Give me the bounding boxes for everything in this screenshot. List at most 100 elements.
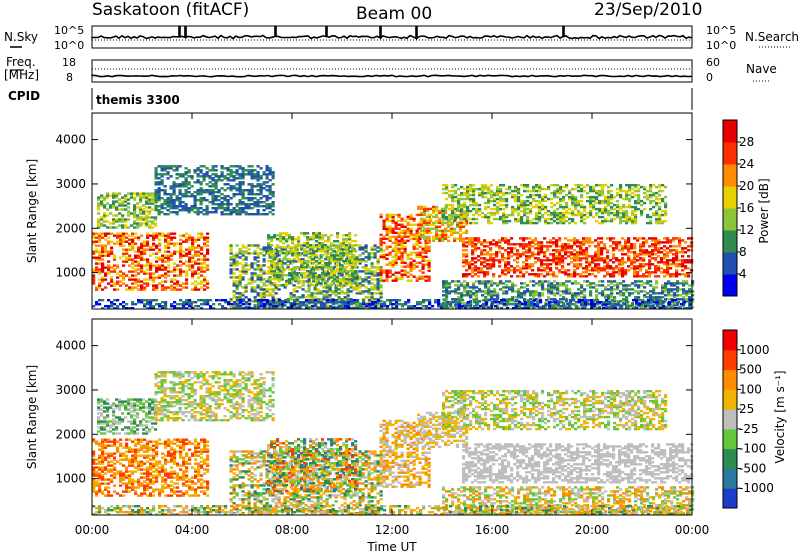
backscatter-cell: [675, 237, 679, 240]
backscatter-cell: [217, 199, 221, 202]
backscatter-cell: [420, 235, 424, 238]
backscatter-cell: [520, 215, 524, 219]
backscatter-cell: [493, 288, 497, 291]
backscatter-cell: [453, 219, 457, 222]
backscatter-cell: [122, 260, 126, 263]
backscatter-cell: [271, 191, 275, 194]
backscatter-cell: [660, 251, 664, 254]
backscatter-cell: [140, 286, 144, 289]
backscatter-cell: [391, 265, 395, 268]
backscatter-cell: [636, 275, 640, 278]
backscatter-cell: [277, 268, 281, 271]
backscatter-cell: [277, 288, 281, 291]
backscatter-cell: [199, 187, 203, 190]
backscatter-cell: [541, 195, 545, 199]
backscatter-cell: [125, 258, 129, 261]
backscatter-cell: [232, 256, 236, 259]
backscatter-cell: [232, 260, 236, 263]
backscatter-cell: [496, 304, 500, 307]
backscatter-cell: [460, 292, 464, 295]
backscatter-cell: [654, 245, 658, 248]
backscatter-cell: [654, 247, 658, 250]
backscatter-cell: [580, 296, 584, 299]
backscatter-cell: [463, 187, 467, 191]
backscatter-cell: [146, 278, 150, 281]
backscatter-cell: [116, 266, 120, 269]
backscatter-cell: [157, 199, 161, 202]
backscatter-cell: [537, 259, 541, 262]
backscatter-cell: [149, 274, 153, 277]
backscatter-cell: [388, 225, 392, 228]
backscatter-cell: [340, 256, 344, 259]
backscatter-cell: [100, 194, 104, 197]
backscatter-cell: [532, 292, 536, 295]
backscatter-cell: [400, 229, 404, 232]
backscatter-cell: [508, 288, 512, 291]
backscatter-cell: [538, 296, 542, 299]
backscatter-cell: [538, 205, 542, 209]
backscatter-cell: [451, 221, 455, 225]
backscatter-cell: [128, 242, 132, 245]
backscatter-cell: [343, 296, 347, 299]
backscatter-cell: [205, 189, 209, 192]
backscatter-cell: [550, 286, 554, 289]
backscatter-cell: [182, 286, 186, 289]
backscatter-cell: [292, 258, 296, 261]
backscatter-cell: [406, 217, 410, 221]
backscatter-cell: [406, 255, 410, 258]
backscatter-cell: [561, 243, 565, 246]
backscatter-cell: [589, 294, 593, 297]
backscatter-cell: [274, 288, 278, 291]
backscatter-cell: [445, 284, 449, 287]
backscatter-cell: [321, 260, 325, 263]
backscatter-cell: [456, 231, 460, 234]
backscatter-cell: [441, 219, 445, 222]
backscatter-cell: [95, 248, 99, 251]
backscatter-cell: [285, 280, 289, 283]
backscatter-cell: [104, 272, 108, 275]
backscatter-cell: [480, 243, 484, 246]
backscatter-cell: [321, 268, 325, 271]
backscatter-cell: [669, 275, 673, 278]
backscatter-cell: [403, 219, 407, 222]
backscatter-cell: [565, 300, 569, 303]
backscatter-cell: [107, 242, 111, 245]
backscatter-cell: [585, 255, 589, 258]
backscatter-cell: [188, 266, 192, 269]
backscatter-cell: [624, 245, 628, 248]
backscatter-cell: [333, 270, 337, 273]
backscatter-cell: [423, 213, 427, 217]
backscatter-cell: [463, 201, 467, 205]
backscatter-cell: [322, 286, 326, 289]
backscatter-cell: [348, 236, 352, 239]
backscatter-cell: [435, 213, 439, 217]
backscatter-cell: [454, 207, 458, 211]
backscatter-cell: [370, 272, 374, 275]
backscatter-cell: [241, 189, 245, 192]
backscatter-cell: [131, 238, 135, 241]
backscatter-cell: [306, 262, 310, 265]
backscatter-cell: [330, 283, 334, 287]
backscatter-cell: [423, 231, 427, 234]
backscatter-cell: [333, 260, 337, 263]
backscatter-cell: [321, 254, 325, 257]
backscatter-cell: [217, 207, 221, 210]
backscatter-cell: [471, 263, 475, 266]
backscatter-cell: [154, 181, 158, 184]
backscatter-cell: [522, 267, 526, 270]
backscatter-cell: [285, 252, 289, 255]
backscatter-cell: [97, 226, 101, 229]
backscatter-cell: [128, 286, 132, 289]
backscatter-cell: [684, 247, 688, 250]
backscatter-cell: [157, 211, 161, 214]
backscatter-cell: [200, 274, 204, 277]
backscatter-cell: [364, 248, 368, 251]
backscatter-cell: [403, 241, 407, 244]
backscatter-cell: [406, 235, 410, 238]
backscatter-cell: [531, 255, 535, 258]
backscatter-cell: [318, 242, 322, 245]
backscatter-cell: [112, 202, 116, 205]
backscatter-cell: [394, 253, 398, 256]
backscatter-cell: [115, 226, 119, 229]
